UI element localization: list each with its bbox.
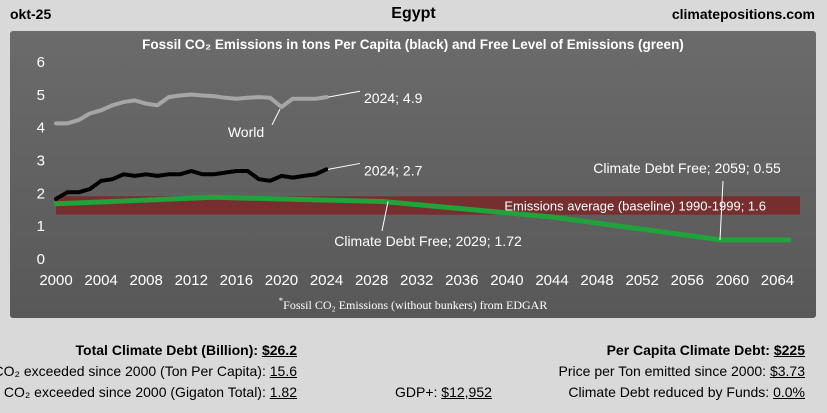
y-tick-label: 4 (37, 120, 45, 137)
footnote-mark: * (279, 296, 284, 306)
annotation-leader (327, 90, 361, 98)
stat-value: 15.6 (269, 363, 297, 379)
chart-panel: Fossil CO₂ Emissions in tons Per Capita … (10, 31, 816, 318)
x-tick-label: 2048 (580, 272, 613, 289)
annotation-label: Climate Debt Free; 2029; 1.72 (334, 233, 522, 249)
y-tick-label: 1 (37, 218, 45, 235)
series-line-egypt (54, 167, 329, 201)
stat-value: 1.82 (269, 384, 297, 400)
x-tick-label: 2024 (310, 272, 343, 289)
x-tick-label: 2028 (355, 272, 388, 289)
stat-value: 0.0% (773, 384, 805, 400)
annotation-leader (719, 180, 724, 240)
footnote-text: Fossil CO₂ Emissions (without bunkers) f… (283, 298, 547, 312)
emissions-chart: Fossil CO₂ Emissions in tons Per Capita … (37, 37, 800, 312)
stat-row: Per Capita Climate Debt: $225 (559, 340, 805, 361)
annotation-label: Climate Debt Free; 2059; 0.55 (593, 160, 781, 176)
y-tick-label: 2 (37, 185, 45, 202)
stat-label: Price per Ton emitted since 2000: (558, 363, 770, 379)
gdp-value: $12,952 (441, 384, 492, 400)
stat-row: Price per Ton emitted since 2000: $3.73 (559, 361, 805, 382)
x-tick-label: 2008 (129, 272, 162, 289)
annotation-label: World (228, 124, 264, 140)
stat-label: CO₂ exceeded since 2000 (Ton Per Capita)… (0, 363, 270, 379)
annotation-leader (381, 201, 389, 232)
annotation-leader (327, 162, 361, 170)
x-tick-label: 2020 (265, 272, 298, 289)
y-tick-label: 0 (37, 251, 45, 268)
series-line-free (53, 194, 792, 243)
gdp-label: GDP+: (395, 384, 442, 400)
x-tick-label: 2052 (625, 272, 658, 289)
stat-value: $3.73 (769, 363, 805, 379)
x-tick-label: 2000 (39, 272, 72, 289)
country-title: Egypt (391, 5, 436, 22)
chart-title: Fossil CO₂ Emissions in tons Per Capita … (142, 37, 684, 52)
x-tick-label: 2040 (490, 272, 523, 289)
stat-label: CO₂ exceeded since 2000 (Gigaton Total): (3, 384, 270, 400)
annotation-label: 2024; 2.7 (364, 162, 423, 178)
x-tick-label: 2004 (84, 272, 117, 289)
x-tick-label: 2016 (220, 272, 253, 289)
annotation-leader (271, 108, 281, 126)
y-tick-label: 3 (37, 153, 45, 170)
stats-left: Total Climate Debt (Billion): $26.2 CO₂ e… (0, 340, 297, 403)
series-line-world (54, 92, 329, 126)
x-tick-label: 2056 (671, 272, 704, 289)
date-label: okt-25 (10, 6, 52, 22)
stat-value: $26.2 (261, 342, 297, 358)
annotation-label: 2024; 4.9 (364, 90, 423, 106)
stat-label: Per Capita Climate Debt: (606, 342, 774, 358)
x-tick-label: 2044 (535, 272, 568, 289)
x-tick-label: 2032 (400, 272, 433, 289)
y-tick-label: 6 (37, 54, 45, 71)
x-tick-label: 2036 (445, 272, 478, 289)
x-tick-label: 2012 (175, 272, 208, 289)
stats-gdp: GDP+: $12,952 (395, 382, 492, 402)
baseline-band-label: Emissions average (baseline) 1990-1999; … (504, 198, 766, 213)
stat-label: Climate Debt reduced by Funds: (568, 384, 774, 400)
stats-right: Per Capita Climate Debt: $225 Price per T… (559, 340, 805, 403)
stat-row: CO₂ exceeded since 2000 (Ton Per Capita)… (0, 361, 297, 382)
stat-label: Total Climate Debt (Billion): (75, 342, 262, 358)
site-name: climatepositions.com (671, 6, 815, 22)
stat-value: $225 (773, 342, 805, 358)
stat-row: Total Climate Debt (Billion): $26.2 (0, 340, 297, 361)
x-tick-label: 2064 (761, 272, 794, 289)
x-tick-label: 2060 (716, 272, 749, 289)
chart-footnote: *Fossil CO₂ Emissions (without bunkers) … (279, 296, 548, 312)
stat-row: Climate Debt reduced by Funds: 0.0% (559, 382, 805, 403)
stat-row: CO₂ exceeded since 2000 (Gigaton Total):… (0, 382, 297, 403)
y-tick-label: 5 (37, 87, 45, 104)
